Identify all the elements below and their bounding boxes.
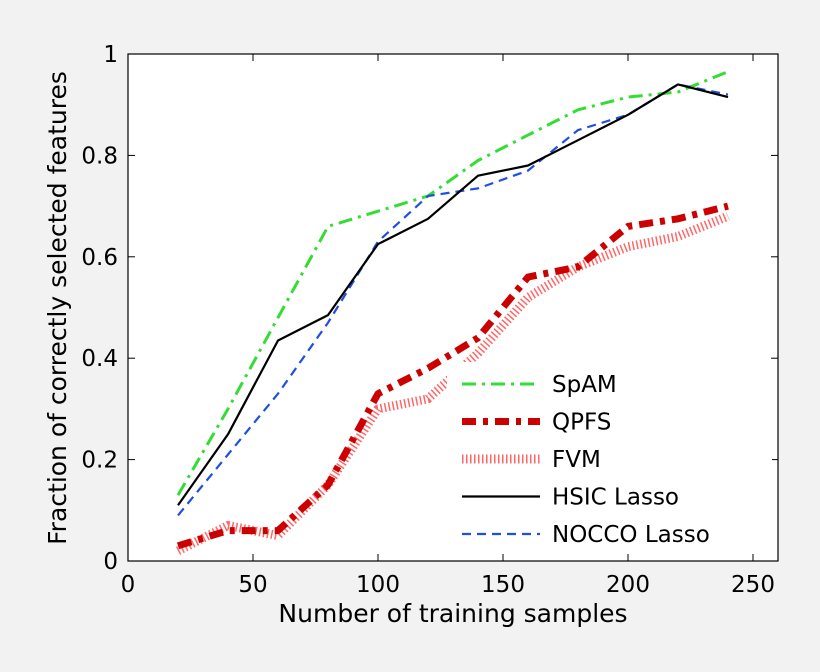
y-tick-label: 1 bbox=[103, 42, 118, 68]
legend-box bbox=[447, 362, 772, 552]
series-line-hsic-lasso bbox=[177, 83, 729, 506]
y-tick-label: 0.4 bbox=[81, 346, 118, 372]
x-tick-label: 200 bbox=[606, 572, 650, 598]
x-tick-label: 150 bbox=[481, 572, 525, 598]
legend: SpAM QPFS FVM HSIC Lasso NOCCO Lasso bbox=[447, 362, 772, 552]
legend-label-qpfs: QPFS bbox=[552, 410, 611, 436]
legend-label-spam: SpAM bbox=[552, 372, 617, 398]
x-tick-label: 0 bbox=[121, 572, 136, 598]
series-line-spam bbox=[176, 70, 729, 496]
x-tick-label: 250 bbox=[731, 572, 775, 598]
legend-label-nocco-lasso: NOCCO Lasso bbox=[552, 522, 710, 548]
y-tick-label: 0.2 bbox=[81, 448, 118, 474]
y-axis-label: Fraction of correctly selected features bbox=[43, 71, 72, 545]
legend-label-fvm: FVM bbox=[552, 447, 601, 473]
y-tick-label: 0.8 bbox=[81, 143, 118, 169]
x-tick-label: 50 bbox=[238, 572, 267, 598]
y-tick-label: 0 bbox=[103, 549, 118, 575]
series-layer bbox=[175, 70, 730, 555]
y-tick-label: 0.6 bbox=[81, 245, 118, 271]
axis-ticks: 0 50 100 150 200 250 0 0.2 0.4 0.6 0.8 1 bbox=[81, 42, 778, 598]
x-axis-label: Number of training samples bbox=[278, 599, 627, 628]
legend-label-hsic-lasso: HSIC Lasso bbox=[552, 485, 679, 511]
x-tick-label: 100 bbox=[356, 572, 400, 598]
